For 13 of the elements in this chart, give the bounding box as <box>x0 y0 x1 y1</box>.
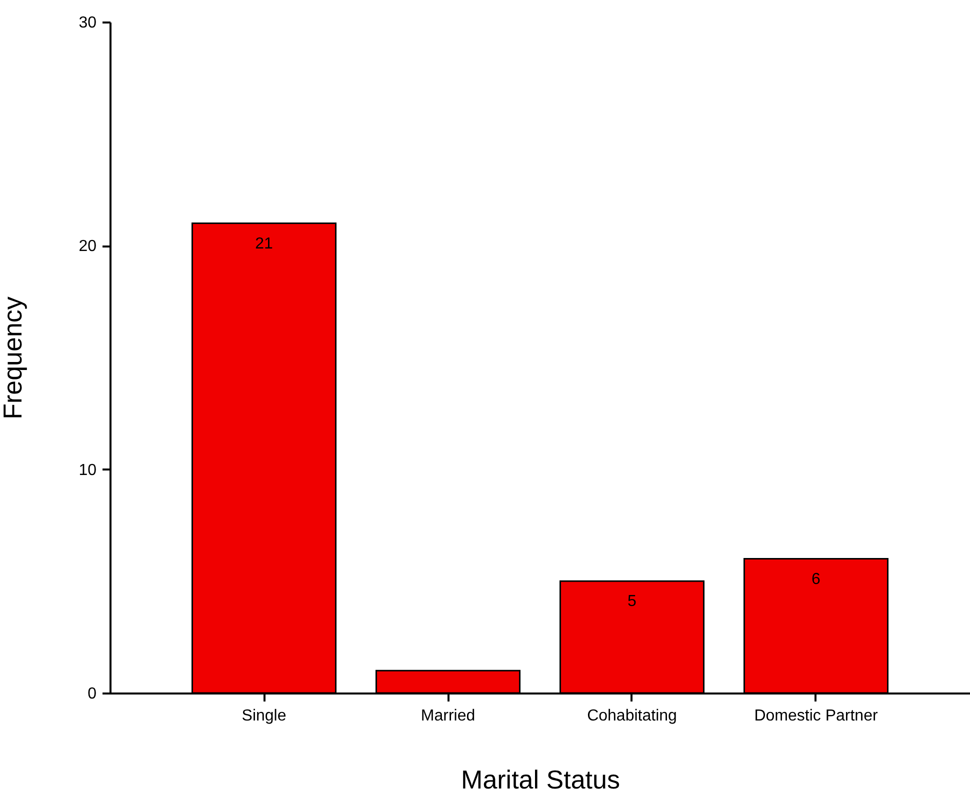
x-tick-label: Domestic Partner <box>754 708 878 724</box>
x-tick-label: Married <box>420 708 476 724</box>
y-tick-label: 30 <box>78 14 97 32</box>
data-label: 5 <box>628 593 637 610</box>
y-tick-label: 0 <box>88 686 97 702</box>
data-label: 6 <box>812 570 821 588</box>
y-axis-title: Frequency <box>0 296 28 420</box>
y-tick-label: 20 <box>78 238 97 256</box>
y-tick-label: 10 <box>78 462 97 479</box>
x-axis-title: Marital Status <box>461 764 620 794</box>
x-tick-label: Single <box>242 708 286 724</box>
x-tick-label: Cohabitating <box>587 708 677 724</box>
data-label: 21 <box>255 235 274 252</box>
